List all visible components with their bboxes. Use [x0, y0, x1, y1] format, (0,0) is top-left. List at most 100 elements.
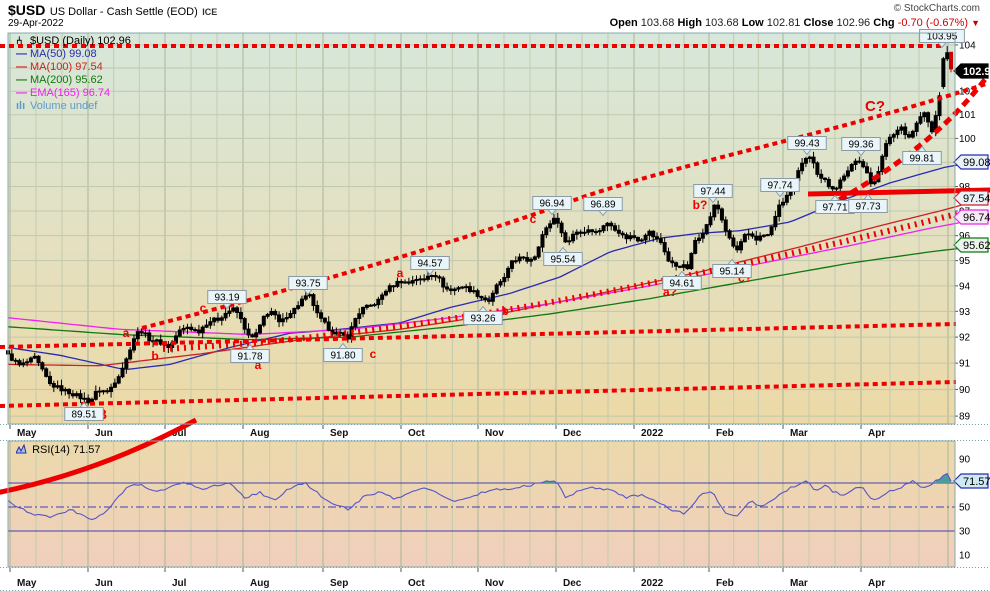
price-callout: 96.89 [583, 197, 623, 217]
rsi-tick-label: 50 [959, 503, 971, 514]
rsi-tick-label: 30 [959, 527, 971, 538]
wave-letter: b? [693, 198, 708, 212]
svg-text:103.95: 103.95 [927, 32, 958, 43]
legend-volume-row: ılı Volume undef [16, 100, 131, 113]
month-label: Aug [250, 428, 269, 439]
month-label: Oct [408, 578, 425, 589]
month-label: Aug [250, 578, 269, 589]
price-callout: 99.36 [841, 137, 881, 157]
svg-text:96.94: 96.94 [539, 199, 564, 210]
month-label: Apr [868, 578, 885, 589]
price-tick-label: 101 [959, 110, 976, 121]
svg-text:99.08: 99.08 [963, 157, 990, 169]
price-tick-label: 92 [959, 333, 971, 344]
legend-ma200-row: — MA(200) 95.62 [16, 74, 131, 87]
rsi-line [7, 472, 952, 521]
breakout-level-line [807, 187, 990, 197]
wave-letter: b [151, 349, 158, 363]
svg-text:71.57: 71.57 [963, 476, 990, 488]
svg-text:102.96: 102.96 [963, 66, 990, 78]
line-swatch-icon: — [16, 74, 27, 86]
price-callout: 97.44 [693, 184, 733, 204]
high-value: 103.68 [705, 17, 739, 29]
svg-text:93.19: 93.19 [214, 293, 239, 304]
price-callout: 99.81 [902, 145, 942, 165]
svg-text:96.74: 96.74 [963, 212, 990, 224]
date-axis-strip [0, 424, 990, 441]
month-label: Feb [716, 578, 734, 589]
svg-text:99.36: 99.36 [848, 140, 873, 151]
svg-text:93.75: 93.75 [295, 279, 320, 290]
title-line: $USD US Dollar - Cash Settle (EOD) ICE ©… [8, 2, 982, 20]
month-label: Feb [716, 428, 734, 439]
rsi-axis: 90 50 30 10 [959, 455, 971, 562]
month-label: Apr [868, 428, 885, 439]
axis-value-tag: 99.08 [953, 154, 990, 170]
month-label: Dec [563, 578, 582, 589]
price-callout: 95.54 [543, 246, 583, 266]
price-callout: 93.26 [463, 305, 503, 325]
price-axis: 10410210110098979695949392919089 [955, 40, 976, 423]
wave-letter: b [501, 304, 508, 318]
price-callout: 97.74 [760, 178, 800, 198]
axis-value-tag: 71.57 [953, 473, 990, 489]
price-tick-label: 96 [959, 231, 971, 242]
close-value: 102.96 [836, 17, 871, 29]
wave-letter: a [255, 358, 262, 372]
axis-value-tag: 102.96 [953, 63, 990, 79]
svg-text:97.44: 97.44 [700, 187, 725, 198]
month-label: Nov [485, 428, 504, 439]
month-label: Mar [790, 578, 808, 589]
high-label: High [677, 17, 702, 29]
down-triangle-icon: ▼ [971, 18, 980, 28]
legend-symbol-label: $USD (Daily) 102.96 [30, 35, 131, 47]
wave-letter: c [530, 212, 537, 226]
price-callout: 93.75 [288, 276, 328, 296]
svg-text:95.54: 95.54 [550, 255, 575, 266]
month-label: Jun [95, 578, 113, 589]
axis-value-tag: 95.62 [953, 237, 990, 253]
low-value: 102.81 [766, 17, 801, 29]
rsi-legend: RSI(14) 71.57 [16, 444, 101, 456]
svg-text:97.73: 97.73 [855, 202, 880, 213]
volume-bars-icon: ılı [16, 100, 26, 112]
price-callout: 97.73 [848, 193, 888, 213]
price-tick-label: 93 [959, 307, 971, 318]
chart-date: 29-Apr-2022 [8, 18, 64, 29]
svg-text:95.14: 95.14 [719, 267, 744, 278]
svg-text:91.80: 91.80 [330, 351, 355, 362]
month-labels: May Jun Jul Aug Sep Oct Nov Dec 2022 Feb Mar Apr [9, 425, 885, 439]
symbol: $USD [8, 2, 46, 18]
rsi-panel [8, 441, 955, 567]
legend-ema165-row: — EMA(165) 96.74 [16, 87, 131, 100]
quote-line: Open 103.68 High 103.68 Low 102.81 Close… [610, 17, 980, 29]
legend-ma200-label: MA(200) 95.62 [30, 74, 103, 86]
legend-ma100-label: MA(100) 97.54 [30, 61, 103, 73]
horizontal-channel-lower-line [0, 380, 957, 408]
legend-ema165-label: EMA(165) 96.74 [30, 87, 111, 99]
price-callout: 96.94 [532, 196, 572, 216]
month-label: Sep [330, 428, 348, 439]
line-swatch-icon: — [16, 87, 27, 99]
price-callout: 94.61 [662, 270, 702, 290]
legend-ma50-label: MA(50) 99.08 [30, 48, 97, 60]
chart-header: $USD US Dollar - Cash Settle (EOD) ICE ©… [8, 2, 982, 32]
month-label: Oct [408, 428, 425, 439]
svg-text:95.62: 95.62 [963, 240, 990, 252]
wave-letter: a [123, 326, 130, 340]
month-label: Nov [485, 578, 504, 589]
open-label: Open [609, 17, 638, 29]
svg-text:94.61: 94.61 [669, 279, 694, 290]
month-label: Mar [790, 428, 808, 439]
wave-letter: c [200, 301, 207, 315]
chg-label: Chg [873, 17, 895, 29]
curved-support-line [0, 417, 198, 495]
rsi-legend-label: RSI(14) 71.57 [32, 444, 101, 456]
low-label: Low [741, 17, 764, 29]
copyright: © StockCharts.com [893, 3, 980, 14]
wave-letter: a [397, 266, 404, 280]
close-label: Close [803, 17, 834, 29]
rsi-tick-label: 10 [959, 551, 971, 562]
